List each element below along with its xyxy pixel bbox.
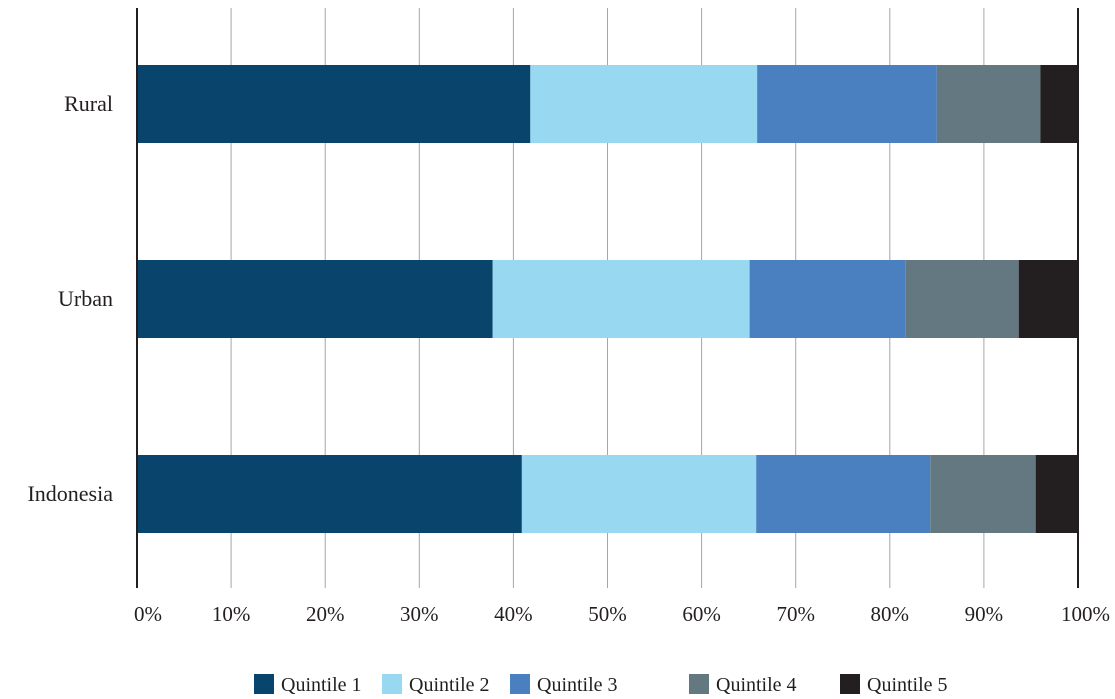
bar-segment bbox=[757, 65, 937, 143]
bar-segment bbox=[521, 455, 757, 533]
legend-item: Quintile 3 bbox=[510, 674, 618, 696]
legend-label: Quintile 2 bbox=[409, 674, 490, 696]
category-labels: Rural Urban Indonesia bbox=[27, 91, 113, 506]
category-label: Urban bbox=[58, 286, 113, 311]
legend-swatch bbox=[689, 674, 709, 694]
axes bbox=[136, 8, 1079, 588]
bar-segment bbox=[749, 260, 906, 338]
legend-swatch bbox=[510, 674, 530, 694]
legend-swatch bbox=[254, 674, 274, 694]
legend-item: Quintile 4 bbox=[689, 674, 797, 696]
bar-segment bbox=[492, 260, 750, 338]
bar-segment bbox=[1018, 260, 1078, 338]
x-tick-label: 70% bbox=[776, 602, 815, 626]
legend-label: Quintile 4 bbox=[716, 674, 797, 696]
legend-item: Quintile 2 bbox=[382, 674, 490, 696]
x-tick-label: 50% bbox=[588, 602, 627, 626]
category-label: Indonesia bbox=[27, 481, 113, 506]
x-tick-label: 90% bbox=[965, 602, 1004, 626]
x-tick-label: 0% bbox=[134, 602, 162, 626]
legend-item: Quintile 5 bbox=[840, 674, 948, 696]
bar-segment bbox=[530, 65, 758, 143]
legend-label: Quintile 5 bbox=[867, 674, 948, 696]
bars bbox=[137, 65, 1078, 533]
bar-segment bbox=[137, 455, 522, 533]
x-tick-label: 20% bbox=[306, 602, 345, 626]
bar-segment bbox=[137, 260, 493, 338]
x-tick-label: 60% bbox=[682, 602, 721, 626]
legend-swatch bbox=[382, 674, 402, 694]
x-tick-label: 100% bbox=[1061, 602, 1110, 626]
legend: Quintile 1 Quintile 2 Quintile 3 Quintile 4… bbox=[254, 674, 948, 696]
legend-label: Quintile 3 bbox=[537, 674, 618, 696]
bar-segment bbox=[137, 65, 531, 143]
bar-segment bbox=[756, 455, 931, 533]
bar-segment bbox=[930, 455, 1036, 533]
x-tick-label: 80% bbox=[871, 602, 910, 626]
x-tick-label: 10% bbox=[212, 602, 251, 626]
legend-item: Quintile 1 bbox=[254, 674, 362, 696]
x-tick-labels: 0% 10% 20% 30% 40% 50% 60% 70% 80% 90% 100% bbox=[134, 602, 1110, 626]
category-label: Rural bbox=[64, 91, 113, 116]
bar-segment bbox=[936, 65, 1041, 143]
bar-segment bbox=[1035, 455, 1078, 533]
legend-label: Quintile 1 bbox=[281, 674, 362, 696]
bar-segment bbox=[1040, 65, 1078, 143]
legend-swatch bbox=[840, 674, 860, 694]
x-tick-label: 30% bbox=[400, 602, 439, 626]
x-tick-label: 40% bbox=[494, 602, 533, 626]
bar-segment bbox=[905, 260, 1019, 338]
